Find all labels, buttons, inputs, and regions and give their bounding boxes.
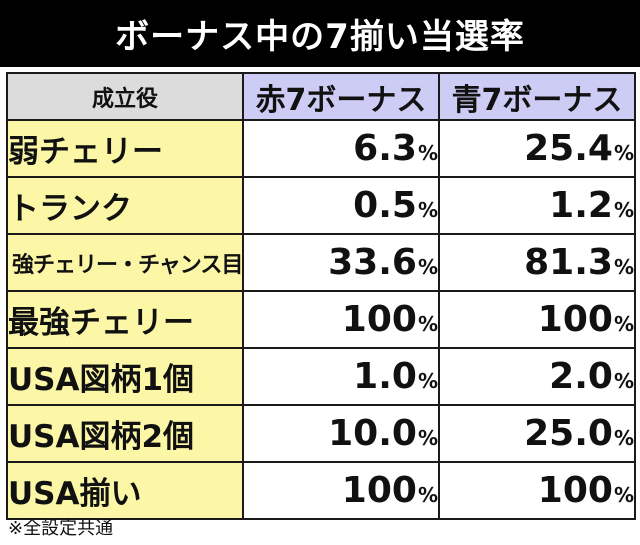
percent-sign: % (613, 369, 634, 393)
red-rate-cell: 33.6% (242, 233, 440, 292)
red-rate-value: 0.5 (353, 185, 417, 226)
rates-table: 成立役 赤7ボーナス 青7ボーナス 弱チェリー 6.3% 25.4% トランク … (6, 72, 636, 520)
blue-rate-cell: 2.0% (438, 347, 636, 406)
red-rate-cell: 100% (242, 461, 440, 520)
table-row: 最強チェリー 100% 100% (6, 290, 636, 349)
blue-rate-cell: 81.3% (438, 233, 636, 292)
percent-sign: % (417, 426, 438, 450)
role-cell: 最強チェリー (6, 290, 244, 349)
percent-sign: % (417, 255, 438, 279)
red-rate-value: 100 (341, 299, 417, 340)
percent-sign: % (613, 198, 634, 222)
red-rate-value: 1.0 (353, 356, 417, 397)
red-rate-cell: 10.0% (242, 404, 440, 463)
blue-rate-cell: 25.4% (438, 119, 636, 178)
blue-rate-value: 2.0 (549, 356, 613, 397)
blue-rate-value: 100 (537, 299, 613, 340)
percent-sign: % (613, 141, 634, 165)
header-red-bonus: 赤7ボーナス (242, 72, 440, 121)
percent-sign: % (613, 483, 634, 507)
red-rate-value: 6.3 (353, 128, 417, 169)
percent-sign: % (417, 312, 438, 336)
red-rate-value: 33.6 (328, 242, 417, 283)
role-cell: USA揃い (6, 461, 244, 520)
blue-rate-cell: 25.0% (438, 404, 636, 463)
red-rate-cell: 1.0% (242, 347, 440, 406)
red-rate-value: 100 (341, 470, 417, 511)
blue-rate-value: 25.0 (524, 413, 613, 454)
percent-sign: % (417, 369, 438, 393)
role-cell: 弱チェリー (6, 119, 244, 178)
percent-sign: % (417, 483, 438, 507)
percent-sign: % (613, 426, 634, 450)
red-rate-cell: 6.3% (242, 119, 440, 178)
blue-rate-cell: 100% (438, 290, 636, 349)
page-title: ボーナス中の7揃い当選率 (115, 17, 525, 57)
red-rate-cell: 0.5% (242, 176, 440, 235)
red-rate-cell: 100% (242, 290, 440, 349)
percent-sign: % (417, 141, 438, 165)
blue-rate-value: 81.3 (524, 242, 613, 283)
blue-rate-cell: 100% (438, 461, 636, 520)
role-cell: USA図柄1個 (6, 347, 244, 406)
percent-sign: % (613, 312, 634, 336)
table-row: USA図柄2個 10.0% 25.0% (6, 404, 636, 463)
percent-sign: % (613, 255, 634, 279)
header-blue-bonus: 青7ボーナス (438, 72, 636, 121)
blue-rate-value: 1.2 (549, 185, 613, 226)
table-row: トランク 0.5% 1.2% (6, 176, 636, 235)
red-rate-value: 10.0 (328, 413, 417, 454)
role-cell: USA図柄2個 (6, 404, 244, 463)
title-bar: ボーナス中の7揃い当選率 (0, 0, 640, 67)
blue-rate-value: 25.4 (524, 128, 613, 169)
table-row: 弱チェリー 6.3% 25.4% (6, 119, 636, 178)
header-role: 成立役 (6, 72, 244, 121)
role-cell: トランク (6, 176, 244, 235)
role-cell: 強チェリー・チャンス目 (6, 233, 244, 292)
footnote: ※全設定共通 (8, 518, 114, 539)
percent-sign: % (417, 198, 438, 222)
table-row: USA揃い 100% 100% (6, 461, 636, 520)
blue-rate-value: 100 (537, 470, 613, 511)
header-row: 成立役 赤7ボーナス 青7ボーナス (6, 72, 636, 121)
blue-rate-cell: 1.2% (438, 176, 636, 235)
table-row: USA図柄1個 1.0% 2.0% (6, 347, 636, 406)
table-row: 強チェリー・チャンス目 33.6% 81.3% (6, 233, 636, 292)
